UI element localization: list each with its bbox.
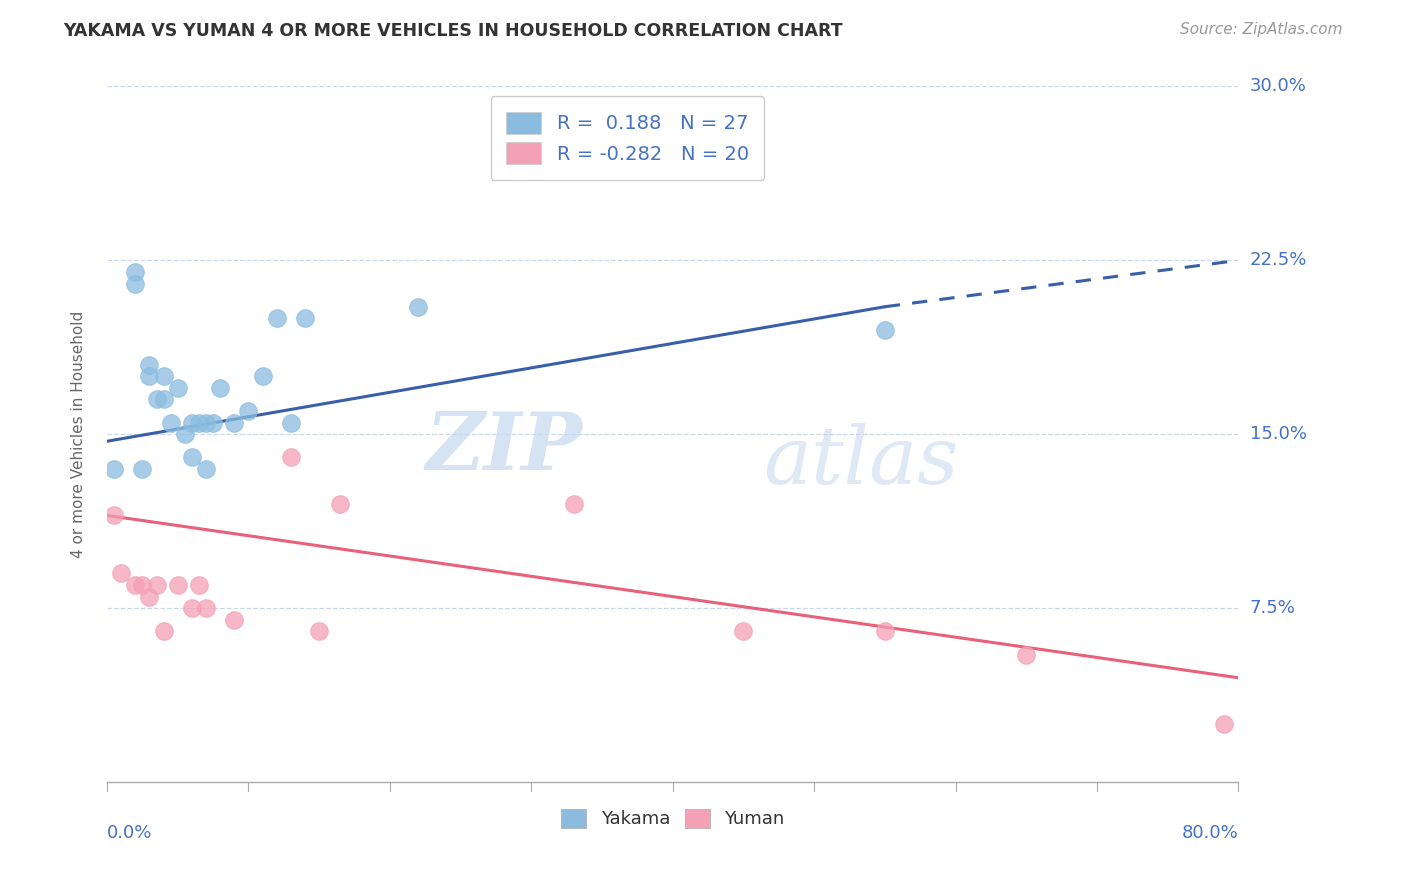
Point	[152, 624, 174, 639]
Point	[159, 416, 181, 430]
Point	[124, 578, 146, 592]
Point	[280, 450, 302, 465]
Point	[238, 404, 260, 418]
Point	[188, 578, 211, 592]
Point	[266, 311, 288, 326]
Point	[562, 497, 585, 511]
Point	[138, 369, 160, 384]
Point	[195, 462, 218, 476]
Text: 7.5%: 7.5%	[1250, 599, 1295, 617]
Point	[124, 265, 146, 279]
Point	[1213, 717, 1236, 731]
Point	[280, 416, 302, 430]
Point	[124, 277, 146, 291]
Point	[329, 497, 352, 511]
Point	[103, 462, 125, 476]
Text: YAKAMA VS YUMAN 4 OR MORE VEHICLES IN HOUSEHOLD CORRELATION CHART: YAKAMA VS YUMAN 4 OR MORE VEHICLES IN HO…	[63, 22, 842, 40]
Point	[173, 427, 195, 442]
Point	[224, 613, 246, 627]
Point	[181, 601, 204, 615]
Point	[152, 369, 174, 384]
Point	[138, 358, 160, 372]
Point	[873, 624, 896, 639]
Point	[110, 566, 132, 581]
Point	[166, 578, 188, 592]
Legend: Yakama, Yuman: Yakama, Yuman	[554, 802, 792, 836]
Point	[181, 416, 204, 430]
Point	[294, 311, 316, 326]
Point	[733, 624, 755, 639]
Point	[1015, 648, 1038, 662]
Text: 80.0%: 80.0%	[1181, 824, 1239, 842]
Point	[308, 624, 330, 639]
Point	[195, 601, 218, 615]
Text: Source: ZipAtlas.com: Source: ZipAtlas.com	[1180, 22, 1343, 37]
Text: atlas: atlas	[763, 424, 959, 500]
Text: ZIP: ZIP	[426, 409, 582, 487]
Point	[138, 590, 160, 604]
Y-axis label: 4 or more Vehicles in Household: 4 or more Vehicles in Household	[72, 310, 86, 558]
Point	[224, 416, 246, 430]
Point	[103, 508, 125, 523]
Point	[145, 392, 167, 407]
Point	[406, 300, 429, 314]
Point	[209, 381, 232, 395]
Point	[873, 323, 896, 337]
Point	[195, 416, 218, 430]
Point	[252, 369, 274, 384]
Point	[152, 392, 174, 407]
Point	[166, 381, 188, 395]
Text: 30.0%: 30.0%	[1250, 78, 1306, 95]
Text: 15.0%: 15.0%	[1250, 425, 1306, 443]
Point	[131, 578, 153, 592]
Text: 0.0%: 0.0%	[107, 824, 152, 842]
Point	[145, 578, 167, 592]
Point	[202, 416, 225, 430]
Point	[181, 450, 204, 465]
Text: 22.5%: 22.5%	[1250, 252, 1308, 269]
Point	[131, 462, 153, 476]
Point	[188, 416, 211, 430]
